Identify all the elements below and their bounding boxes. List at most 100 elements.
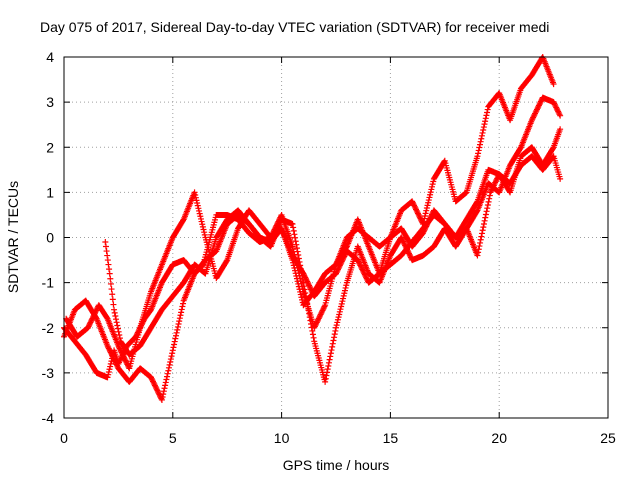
data-point bbox=[415, 211, 422, 218]
data-point bbox=[329, 343, 336, 350]
data-point bbox=[334, 267, 341, 274]
data-point bbox=[113, 361, 120, 368]
data-point bbox=[324, 369, 331, 376]
data-point bbox=[341, 253, 348, 260]
data-point bbox=[336, 262, 343, 269]
data-point bbox=[172, 335, 179, 342]
data-point bbox=[292, 234, 299, 241]
data-point bbox=[297, 275, 304, 282]
data-point bbox=[426, 194, 433, 201]
data-point bbox=[478, 132, 485, 139]
data-point bbox=[308, 287, 315, 294]
data-point bbox=[318, 310, 325, 317]
x-tick-label: 15 bbox=[383, 430, 399, 446]
data-point bbox=[557, 112, 564, 119]
data-point bbox=[492, 178, 499, 185]
data-point bbox=[528, 117, 535, 124]
data-point bbox=[484, 109, 491, 116]
data-point bbox=[480, 220, 487, 227]
data-point bbox=[334, 266, 341, 273]
data-point bbox=[537, 99, 544, 106]
data-point bbox=[356, 261, 363, 268]
data-point bbox=[340, 292, 347, 299]
data-point bbox=[340, 295, 347, 302]
data-point bbox=[327, 350, 334, 357]
y-axis-label: SDTVAR / TECUs bbox=[5, 181, 21, 293]
data-point bbox=[108, 286, 115, 293]
data-point bbox=[199, 223, 206, 230]
data-point bbox=[316, 314, 323, 321]
data-point bbox=[341, 252, 348, 259]
data-point bbox=[332, 327, 339, 334]
x-tick-label: 20 bbox=[491, 430, 507, 446]
data-point bbox=[111, 309, 118, 316]
data-point bbox=[490, 182, 497, 189]
data-point bbox=[555, 109, 562, 116]
data-point bbox=[108, 350, 115, 357]
data-point bbox=[491, 181, 498, 188]
data-point bbox=[400, 239, 407, 246]
data-point bbox=[482, 118, 489, 125]
data-point bbox=[406, 251, 413, 258]
data-point bbox=[194, 199, 201, 206]
data-point bbox=[104, 342, 111, 349]
data-point bbox=[163, 376, 170, 383]
data-point bbox=[107, 280, 114, 287]
data-point bbox=[429, 181, 436, 188]
data-point bbox=[273, 222, 280, 229]
data-point bbox=[177, 312, 184, 319]
data-point bbox=[296, 272, 303, 279]
data-point bbox=[109, 291, 116, 298]
data-point bbox=[336, 308, 343, 315]
y-tick-label: 1 bbox=[46, 184, 54, 200]
data-point bbox=[174, 326, 181, 333]
data-point bbox=[398, 234, 405, 241]
data-point bbox=[290, 224, 297, 231]
data-point bbox=[88, 316, 95, 323]
data-point bbox=[168, 353, 175, 360]
chart-ticks: 0 5 10 15 20 25 -4 -3 -2 -1 0 1 2 3 4 bbox=[42, 49, 616, 446]
data-point bbox=[306, 283, 313, 290]
data-point bbox=[357, 263, 364, 270]
data-point bbox=[272, 223, 279, 230]
data-point bbox=[441, 158, 448, 165]
data-point bbox=[310, 334, 317, 341]
data-point bbox=[479, 230, 486, 237]
data-point bbox=[195, 205, 202, 212]
data-point bbox=[333, 324, 339, 331]
data-point bbox=[105, 345, 112, 352]
data-point bbox=[334, 319, 341, 326]
data-point bbox=[313, 320, 320, 327]
data-point bbox=[160, 388, 167, 395]
y-tick-label: 0 bbox=[46, 230, 54, 246]
data-point bbox=[410, 201, 417, 208]
data-point bbox=[106, 346, 113, 353]
data-point bbox=[102, 239, 109, 246]
data-point bbox=[302, 274, 309, 281]
data-point bbox=[301, 273, 308, 280]
data-point bbox=[421, 212, 428, 219]
series-track-3 bbox=[63, 54, 557, 372]
data-point bbox=[478, 233, 485, 240]
data-point bbox=[337, 306, 344, 313]
data-point bbox=[338, 258, 345, 265]
data-point bbox=[428, 186, 435, 193]
data-point bbox=[424, 202, 431, 209]
data-point bbox=[420, 218, 427, 225]
data-point bbox=[400, 238, 407, 245]
data-point bbox=[474, 252, 481, 259]
data-point bbox=[298, 294, 305, 301]
data-point bbox=[110, 301, 117, 308]
data-point bbox=[359, 266, 366, 273]
data-point bbox=[411, 203, 418, 210]
data-point bbox=[549, 145, 556, 152]
data-point bbox=[114, 362, 121, 369]
data-point bbox=[554, 107, 561, 114]
chart-title: Day 075 of 2017, Sidereal Day-to-day VTE… bbox=[40, 19, 549, 35]
data-point bbox=[480, 224, 487, 231]
data-point bbox=[304, 279, 311, 286]
data-point bbox=[118, 349, 125, 356]
data-point bbox=[341, 287, 348, 294]
data-point bbox=[482, 211, 489, 218]
data-point bbox=[322, 375, 329, 382]
